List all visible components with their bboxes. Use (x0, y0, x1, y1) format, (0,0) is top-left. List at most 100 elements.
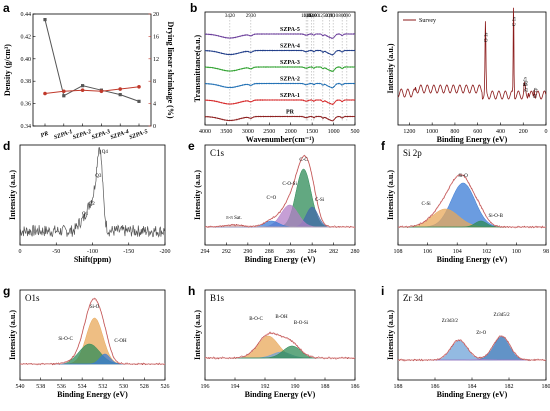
component-peak (20, 343, 165, 365)
x-tick-label: 284 (308, 249, 317, 255)
series-label: SZPA-3 (280, 60, 300, 66)
plot-frame (32, 13, 152, 127)
y-axis-label: Density (g/cm³) (3, 44, 12, 96)
category-label: SZPA-4 (110, 129, 130, 141)
plot-frame (397, 11, 547, 126)
panel-c: c 1200 1000 800 600 400 200 0 Binding Energy (eV… (381, 1, 548, 144)
x-tick-label: 1200 (403, 129, 415, 135)
x-tick-label: 0 (545, 129, 548, 135)
category-label: PR (40, 131, 49, 139)
panel-title: Si 2p (403, 148, 422, 158)
x-tick-label: 280 (351, 249, 360, 255)
peak-label: 2930 (246, 14, 257, 19)
x-tick-label: 1000 (328, 129, 340, 135)
y2-tick-label: 16 (153, 34, 159, 40)
y-tick-label: 0.38 (21, 79, 32, 85)
x-tick-label: -100 (87, 249, 98, 255)
peak-label: 800 (338, 14, 346, 19)
plot-frame (19, 289, 166, 381)
y-axis-label: Transmittance(a.u.) (193, 34, 202, 102)
y-axis-label: Intensity (a.u.) (193, 310, 202, 360)
component-peak (398, 339, 546, 361)
component-label: B-O-C (249, 317, 263, 322)
peak-label: C 1s (513, 17, 518, 26)
x-tick-label: 194 (231, 384, 240, 390)
raw-data (397, 335, 547, 362)
category-label: SZPA-3 (91, 129, 111, 141)
x-axis-label: Binding Energy (eV) (437, 390, 508, 399)
panel-letter-f: f (381, 139, 386, 153)
x-tick-label: 0 (19, 249, 22, 255)
panel-a: a 0.34 0.36 0.38 0.40 0.42 0.44 0 4 8 12 16 20 PR SZPA… (3, 1, 175, 141)
panel-e: e 294 292 290 288 286 284 282 280 Binding Energy … (188, 139, 360, 264)
y-tick-label: 0.42 (21, 34, 32, 40)
panel-title: C1s (210, 148, 225, 158)
component-label: π-π Sat. (226, 216, 242, 221)
x-tick-label: 536 (57, 384, 66, 390)
peak-label: Q2 (89, 202, 96, 207)
survey-trace (397, 7, 547, 100)
peak-label: 1250 (318, 14, 329, 19)
x-tick-label: 294 (201, 249, 210, 255)
peak-label: Q4 (102, 150, 109, 155)
panel-title: B1s (210, 293, 225, 303)
series-point (99, 89, 104, 94)
panel-i: i 188 186 184 182 180 Binding Energy (eV) Inten… (381, 284, 550, 399)
raw-data (204, 331, 356, 360)
peak-label: Zr 3d (524, 81, 529, 92)
series-point (81, 84, 85, 88)
x-tick-label: 1500 (306, 129, 318, 135)
category-label: SZPA-2 (72, 129, 92, 141)
y-tick-label: 0.36 (21, 102, 32, 108)
x-tick-label: 186 (351, 384, 360, 390)
series-point (118, 87, 122, 91)
component-label: C-Si (315, 198, 325, 203)
y-axis-label: Intensity (a.u.) (8, 310, 17, 360)
component-label: Zr3d5/2 (494, 313, 511, 318)
series-label: SZPA-5 (280, 27, 300, 33)
x-tick-label: 2500 (263, 129, 275, 135)
y2-tick-label: 20 (153, 12, 159, 18)
x-tick-label: 188 (394, 384, 403, 390)
ftir-trace (204, 33, 355, 40)
peak-label: 1510 (307, 14, 318, 19)
panel-letter-h: h (188, 284, 195, 298)
y2-tick-label: 12 (153, 57, 159, 63)
x-tick-label: -150 (123, 249, 134, 255)
y2-tick-label: 8 (153, 79, 156, 85)
x-axis-label: Binding Energy (eV) (245, 255, 316, 264)
legend-label: Survey (419, 18, 436, 24)
y-axis-label: Intensity (a.u.) (386, 43, 395, 93)
x-tick-label: 3500 (220, 129, 232, 135)
y2-tick-label: 4 (153, 102, 156, 108)
component-label: Si-O-B (488, 214, 503, 219)
x-tick-label: 106 (423, 249, 432, 255)
x-tick-label: 100 (512, 249, 521, 255)
series-point (43, 91, 47, 96)
category-label: SZPA-5 (129, 129, 149, 141)
x-tick-label: 4000 (199, 129, 211, 135)
raw-data (19, 297, 166, 366)
peak-label: 1010 (328, 14, 339, 19)
x-tick-label: 186 (431, 384, 440, 390)
series-label: PR (286, 110, 295, 116)
y-axis-label: Intensity (a.u.) (386, 170, 395, 220)
x-tick-label: 3000 (242, 129, 254, 135)
ftir-trace (204, 66, 356, 72)
component-label: B-OH (275, 315, 288, 320)
peak-label: 1460 (309, 14, 320, 19)
ftir-trace (205, 82, 356, 89)
panel-letter-i: i (381, 284, 384, 298)
x-axis-label: Binding Energy (eV) (245, 390, 316, 399)
component-label: Zr3d3/2 (442, 319, 459, 324)
component-label: B-O-Si (294, 321, 309, 326)
plot-frame (397, 144, 547, 246)
y-tick-label: 0.40 (21, 57, 32, 63)
ftir-trace (204, 99, 356, 106)
category-label: SZPA-1 (53, 129, 73, 141)
series-point (80, 88, 85, 92)
peak-label: 690 (343, 14, 351, 19)
y2-tick-label: 0 (153, 124, 156, 130)
x-tick-label: 190 (291, 384, 300, 390)
peak-label: Q1 (82, 212, 89, 217)
